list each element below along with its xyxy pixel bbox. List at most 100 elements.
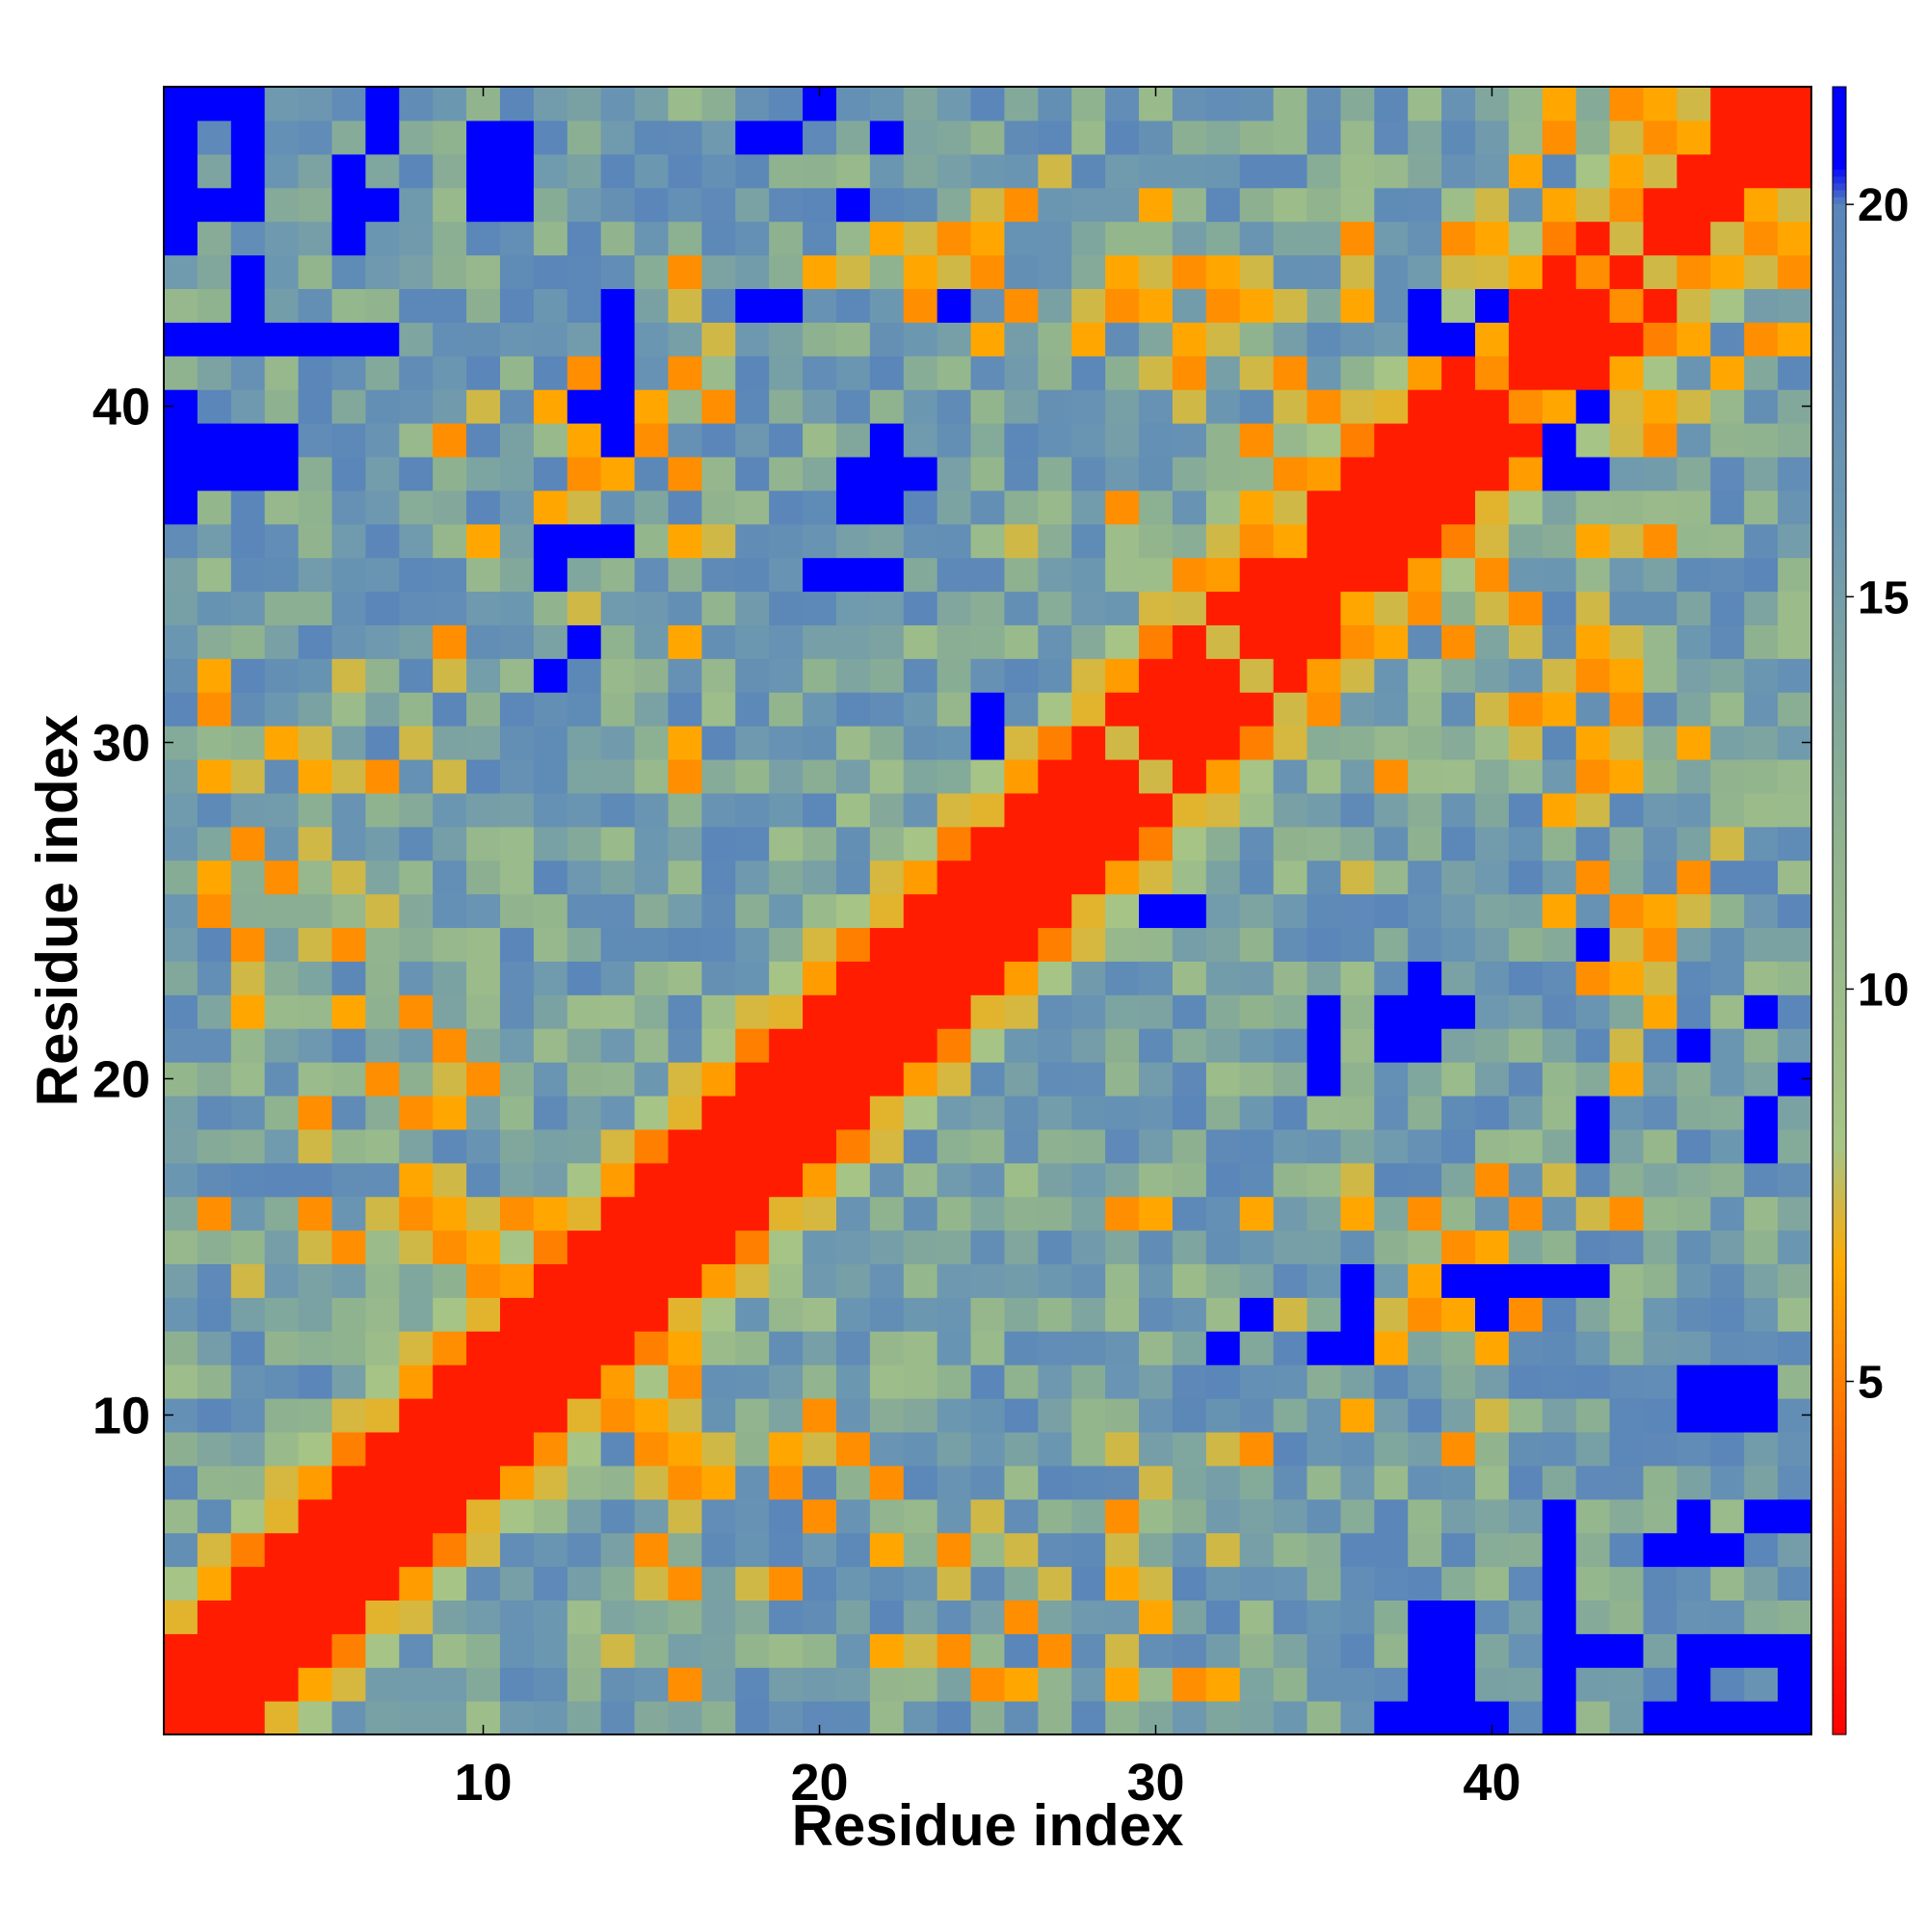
heatmap-cell — [1004, 322, 1039, 357]
heatmap-cell — [1307, 1263, 1342, 1298]
heatmap-cell — [1542, 792, 1577, 828]
heatmap-cell — [533, 692, 568, 727]
heatmap-cell — [1273, 658, 1308, 693]
heatmap-cell — [1071, 1465, 1106, 1500]
colorbar-segment — [1833, 992, 1846, 1001]
heatmap-cell — [937, 1230, 972, 1265]
heatmap-cell — [1744, 1230, 1779, 1265]
heatmap-cell — [803, 1398, 837, 1433]
heatmap-cell — [365, 893, 400, 929]
heatmap-cell — [701, 1062, 736, 1097]
heatmap-cell — [197, 1498, 232, 1534]
heatmap-cell — [466, 1128, 501, 1164]
heatmap-cell — [701, 692, 736, 727]
heatmap-cell — [1105, 356, 1140, 390]
heatmap-cell — [365, 1162, 400, 1198]
heatmap-cell — [835, 1398, 871, 1433]
heatmap-cell — [701, 1128, 736, 1164]
heatmap-cell — [735, 221, 770, 256]
heatmap-cell — [634, 961, 670, 995]
heatmap-cell — [1408, 490, 1442, 525]
heatmap-cell — [1676, 658, 1711, 693]
heatmap-cell — [1374, 860, 1409, 895]
heatmap-cell — [1542, 591, 1577, 625]
heatmap-cell — [668, 322, 702, 357]
heatmap-cell — [701, 153, 736, 189]
y-tick-label: 20 — [92, 1050, 150, 1108]
heatmap-cell — [937, 523, 972, 559]
heatmap-cell — [903, 1095, 938, 1130]
heatmap-cell — [1508, 860, 1544, 895]
heatmap-cell — [499, 322, 535, 357]
heatmap-cell — [264, 1028, 300, 1063]
heatmap-cell — [634, 523, 670, 559]
heatmap-cell — [264, 1633, 300, 1668]
heatmap-cell — [1676, 591, 1711, 625]
heatmap-cell — [298, 490, 333, 525]
colorbar-segment — [1833, 683, 1846, 692]
heatmap-cell — [1307, 1566, 1342, 1601]
heatmap-cell — [869, 1633, 905, 1668]
heatmap-cell — [869, 1162, 905, 1198]
heatmap-cell — [600, 1331, 636, 1365]
heatmap-cell — [1071, 356, 1106, 390]
heatmap-cell — [399, 1498, 434, 1534]
heatmap-cell — [1340, 1398, 1375, 1433]
heatmap-cell — [1408, 1230, 1442, 1265]
heatmap-cell — [1307, 490, 1342, 525]
heatmap-cell — [365, 1566, 400, 1601]
heatmap-cell — [803, 1263, 837, 1298]
heatmap-cell — [1575, 1297, 1611, 1332]
heatmap-cell — [264, 422, 300, 458]
heatmap-cell — [1374, 658, 1409, 693]
heatmap-cell — [567, 119, 602, 155]
heatmap-cell — [164, 187, 198, 223]
heatmap-cell — [634, 422, 670, 458]
heatmap-cell — [499, 254, 535, 289]
heatmap-cell — [365, 860, 400, 895]
heatmap-cell — [1542, 1095, 1577, 1130]
heatmap-cell — [1441, 1062, 1476, 1097]
heatmap-cell — [533, 1297, 568, 1332]
heatmap-cell — [1475, 994, 1510, 1029]
colorbar-segment — [1833, 676, 1846, 685]
heatmap-cell — [331, 389, 366, 424]
heatmap-cell — [1038, 1297, 1072, 1332]
heatmap-cell — [298, 826, 333, 861]
heatmap-cell — [1508, 456, 1544, 491]
heatmap-cell — [1071, 1331, 1106, 1365]
heatmap-cell — [1172, 422, 1207, 458]
heatmap-cell — [634, 1162, 670, 1198]
heatmap-cell — [264, 692, 300, 727]
heatmap-cell — [1105, 1162, 1140, 1198]
heatmap-cell — [1475, 356, 1510, 390]
heatmap-cell — [634, 591, 670, 625]
colorbar-segment — [1833, 1137, 1846, 1145]
colorbar-segment — [1833, 643, 1846, 650]
heatmap-cell — [1575, 254, 1611, 289]
heatmap-cell — [634, 692, 670, 727]
heatmap-cell — [331, 1633, 366, 1668]
heatmap-cell — [567, 523, 602, 559]
heatmap-cell — [1408, 1633, 1442, 1668]
heatmap-cell — [769, 961, 804, 995]
heatmap-cell — [600, 961, 636, 995]
heatmap-cell — [1676, 1364, 1711, 1399]
heatmap-cell — [735, 1633, 770, 1668]
heatmap-cell — [533, 758, 568, 794]
heatmap-cell — [164, 1431, 198, 1467]
heatmap-cell — [533, 792, 568, 828]
heatmap-cell — [600, 1062, 636, 1097]
heatmap-cell — [1676, 523, 1711, 559]
heatmap-cell — [433, 1600, 467, 1634]
heatmap-cell — [331, 187, 366, 223]
colorbar-segment — [1833, 649, 1846, 657]
heatmap-cell — [803, 1230, 837, 1265]
heatmap-cell — [1374, 523, 1409, 559]
heatmap-cell — [331, 927, 366, 962]
heatmap-cell — [1643, 1667, 1678, 1702]
heatmap-cell — [264, 1162, 300, 1198]
heatmap-cell — [1307, 1331, 1342, 1365]
heatmap-cell — [1071, 1667, 1106, 1702]
heatmap-cell — [869, 927, 905, 962]
